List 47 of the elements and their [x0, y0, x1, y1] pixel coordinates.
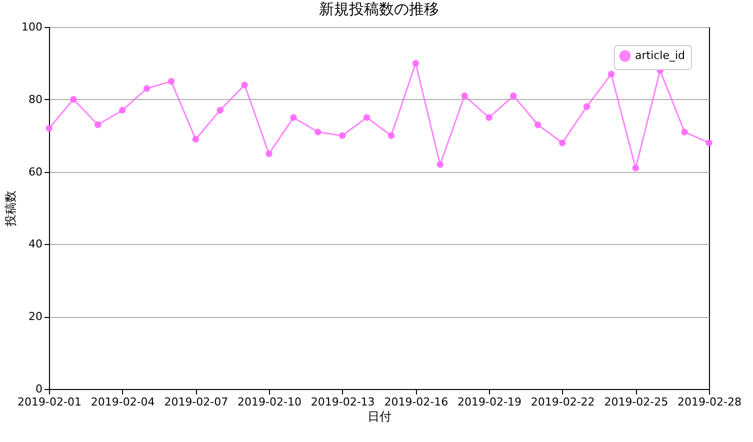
point	[118, 106, 126, 114]
point	[436, 161, 444, 168]
point	[706, 139, 712, 146]
x-tick-label: 2019-02-22	[530, 396, 595, 408]
y-tick-label: 40	[28, 238, 42, 251]
y-tick-label: 60	[28, 165, 42, 178]
point	[486, 114, 492, 121]
point	[290, 114, 297, 121]
x-tick-label: 2019-02-25	[604, 396, 668, 408]
point	[681, 128, 688, 136]
point	[338, 132, 346, 139]
point	[510, 92, 517, 100]
x-tick-label: 2019-02-19	[458, 396, 522, 408]
x-tick-label: 2019-02-10	[238, 396, 302, 408]
x-tick-label: 2019-02-01	[18, 396, 82, 408]
point	[314, 128, 322, 136]
point	[266, 150, 272, 158]
point	[461, 92, 468, 100]
point	[363, 114, 370, 121]
y-tick-label: 80	[28, 92, 42, 106]
y-tick-label: 20	[28, 310, 42, 324]
point	[70, 96, 77, 103]
point	[558, 139, 566, 146]
chart-title: 新規投稿数の推移	[319, 0, 439, 18]
x-tick-label: 2019-02-13	[310, 396, 375, 408]
point	[241, 82, 248, 88]
point	[388, 132, 395, 139]
y-tick-label: 0	[36, 382, 42, 396]
point	[168, 78, 175, 85]
x-tick-label: 2019-02-04	[90, 396, 155, 408]
point	[192, 136, 200, 143]
legend-label: article_id	[635, 49, 686, 62]
x-axis-title: 日付	[368, 410, 392, 424]
point	[632, 164, 640, 172]
point	[608, 70, 615, 78]
point	[534, 121, 542, 128]
x-tick-label: 2019-02-07	[164, 396, 228, 408]
point	[583, 103, 590, 110]
point	[143, 85, 150, 92]
point	[412, 60, 420, 67]
point	[94, 121, 102, 128]
point	[46, 125, 52, 132]
x-tick-label: 2019-02-28	[678, 396, 742, 408]
x-tick-label: 2019-02-16	[384, 396, 448, 408]
y-axis-title: 投稿数	[4, 190, 18, 228]
point	[216, 106, 224, 114]
y-tick-label: 100	[22, 20, 42, 34]
